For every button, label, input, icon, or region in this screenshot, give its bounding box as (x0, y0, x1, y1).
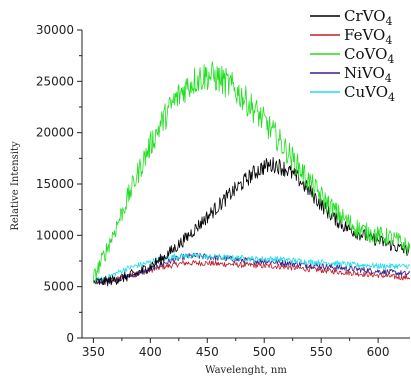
y-tick-label-20000: 20000 (36, 126, 74, 140)
x-tick-label-450: 450 (196, 345, 219, 359)
legend-label-CuVO4: CuVO4 (344, 83, 395, 104)
x-tick-label-600: 600 (367, 345, 390, 359)
y-tick-label-0: 0 (66, 331, 74, 345)
y-ticks: 0 5000 10000 15000 20000 25000 30000 (36, 23, 82, 345)
legend-label-CrVO4: CrVO4 (344, 7, 393, 28)
y-tick-label-30000: 30000 (36, 23, 74, 37)
plot-lines (93, 61, 411, 287)
x-tick-label-350: 350 (82, 345, 105, 359)
y-tick-label-10000: 10000 (36, 228, 74, 242)
y-tick-label-5000: 5000 (43, 280, 74, 294)
x-tick-label-500: 500 (253, 345, 276, 359)
y-axis-title: Relative Intensity (10, 141, 21, 231)
x-axis-title: Wavelenght, nm (205, 365, 287, 376)
x-tick-label-550: 550 (310, 345, 333, 359)
y-tick-label-25000: 25000 (36, 74, 74, 88)
legend-label-NiVO4: NiVO4 (344, 64, 392, 85)
x-tick-label-400: 400 (139, 345, 162, 359)
legend-label-FeVO4: FeVO4 (344, 26, 392, 47)
x-ticks: 350 400 450 500 550 600 (82, 338, 390, 359)
series-line-CuVO4 (93, 252, 411, 284)
legend-label-CoVO4: CoVO4 (344, 45, 394, 66)
y-tick-label-15000: 15000 (36, 177, 74, 191)
legend-background (303, 4, 409, 100)
series-line-CrVO4 (93, 156, 411, 287)
series-line-CoVO4 (93, 61, 411, 283)
